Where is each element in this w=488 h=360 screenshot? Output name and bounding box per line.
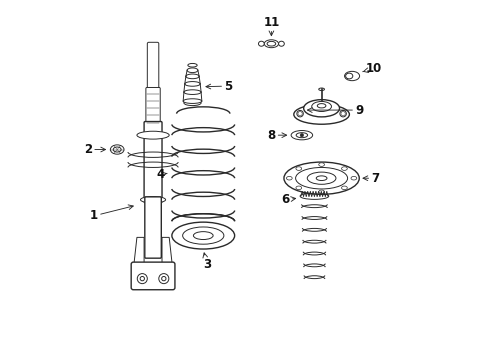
Ellipse shape	[278, 41, 284, 46]
Ellipse shape	[350, 176, 356, 180]
Ellipse shape	[295, 167, 347, 189]
Ellipse shape	[183, 99, 202, 103]
FancyBboxPatch shape	[144, 197, 161, 258]
Text: 3: 3	[203, 253, 210, 271]
FancyBboxPatch shape	[131, 262, 175, 290]
Ellipse shape	[182, 227, 224, 244]
Text: 11: 11	[263, 16, 279, 36]
FancyBboxPatch shape	[144, 122, 162, 203]
Circle shape	[300, 134, 303, 137]
Text: 8: 8	[267, 129, 286, 142]
Ellipse shape	[171, 222, 234, 249]
Ellipse shape	[303, 100, 339, 117]
Ellipse shape	[306, 172, 335, 184]
FancyBboxPatch shape	[147, 42, 159, 92]
Ellipse shape	[317, 104, 325, 108]
Ellipse shape	[184, 82, 200, 86]
Ellipse shape	[318, 88, 324, 90]
Ellipse shape	[296, 133, 307, 138]
Ellipse shape	[185, 74, 199, 79]
Ellipse shape	[264, 40, 278, 48]
Ellipse shape	[339, 111, 346, 117]
Ellipse shape	[345, 73, 352, 79]
Ellipse shape	[286, 176, 292, 180]
Text: 5: 5	[205, 80, 232, 93]
Ellipse shape	[137, 131, 169, 139]
Ellipse shape	[183, 90, 201, 94]
Text: 6: 6	[281, 193, 295, 206]
Text: 2: 2	[84, 143, 105, 156]
Polygon shape	[133, 237, 144, 280]
Ellipse shape	[296, 111, 303, 117]
Ellipse shape	[318, 190, 324, 194]
Ellipse shape	[290, 131, 312, 140]
Circle shape	[140, 276, 144, 281]
Ellipse shape	[293, 104, 349, 124]
Ellipse shape	[318, 163, 324, 166]
Circle shape	[159, 274, 168, 284]
Ellipse shape	[187, 63, 197, 67]
Text: 9: 9	[307, 104, 363, 117]
Ellipse shape	[140, 197, 165, 203]
Ellipse shape	[341, 186, 346, 190]
Text: 7: 7	[362, 172, 379, 185]
Ellipse shape	[295, 167, 301, 170]
Ellipse shape	[311, 102, 331, 112]
Circle shape	[162, 276, 165, 281]
Polygon shape	[162, 237, 172, 280]
Ellipse shape	[266, 41, 275, 46]
Ellipse shape	[344, 71, 359, 81]
Ellipse shape	[113, 147, 121, 152]
Ellipse shape	[341, 167, 346, 170]
Text: 4: 4	[156, 168, 167, 181]
Circle shape	[340, 112, 345, 116]
Circle shape	[137, 274, 147, 284]
FancyBboxPatch shape	[145, 87, 160, 131]
Text: 10: 10	[362, 62, 381, 75]
Text: 1: 1	[90, 205, 133, 222]
Ellipse shape	[295, 186, 301, 190]
Circle shape	[297, 112, 302, 116]
Ellipse shape	[300, 193, 328, 199]
Ellipse shape	[110, 145, 124, 154]
Ellipse shape	[187, 68, 198, 73]
Ellipse shape	[316, 176, 326, 180]
Ellipse shape	[284, 162, 359, 194]
Ellipse shape	[193, 231, 213, 239]
Ellipse shape	[183, 100, 201, 105]
Ellipse shape	[258, 41, 264, 46]
